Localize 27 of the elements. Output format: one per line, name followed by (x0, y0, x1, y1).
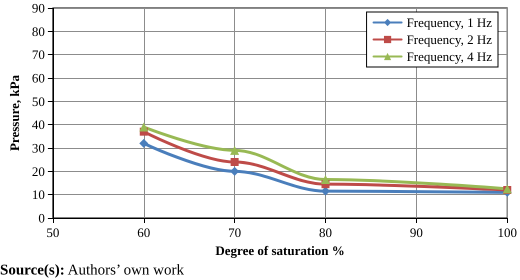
x-tick-label: 70 (228, 225, 242, 240)
y-tick-label: 20 (32, 164, 45, 179)
point (230, 146, 240, 155)
y-axis-title: Pressure, kPa (7, 74, 22, 152)
legend-label: Frequency, 1 Hz (406, 15, 492, 30)
x-tick-label: 100 (498, 225, 517, 240)
point (321, 175, 330, 184)
x-tick-label: 50 (46, 225, 60, 240)
point (230, 158, 239, 166)
y-tick-label: 40 (32, 117, 45, 132)
point (139, 122, 148, 132)
y-tick-label: 30 (32, 140, 45, 156)
legend-label: Frequency, 4 Hz (406, 49, 492, 64)
x-tick-label: 60 (137, 225, 150, 240)
legend-label: Frequency, 2 Hz (406, 32, 492, 47)
x-tick-label: 80 (319, 225, 332, 240)
y-tick-label: 70 (32, 47, 45, 62)
y-tick-label: 80 (32, 24, 45, 39)
x-axis-title: Degree of saturation % (215, 242, 345, 258)
x-tick-label: 90 (410, 225, 423, 240)
y-tick-label: 10 (32, 187, 45, 202)
y-tick-label: 0 (38, 210, 45, 226)
source-note: Source(s): Authors’ own work (0, 262, 185, 278)
y-tick-label: 90 (32, 0, 45, 16)
y-tick-label: 50 (32, 94, 45, 109)
point (139, 138, 148, 148)
y-tick-label: 60 (32, 70, 45, 86)
